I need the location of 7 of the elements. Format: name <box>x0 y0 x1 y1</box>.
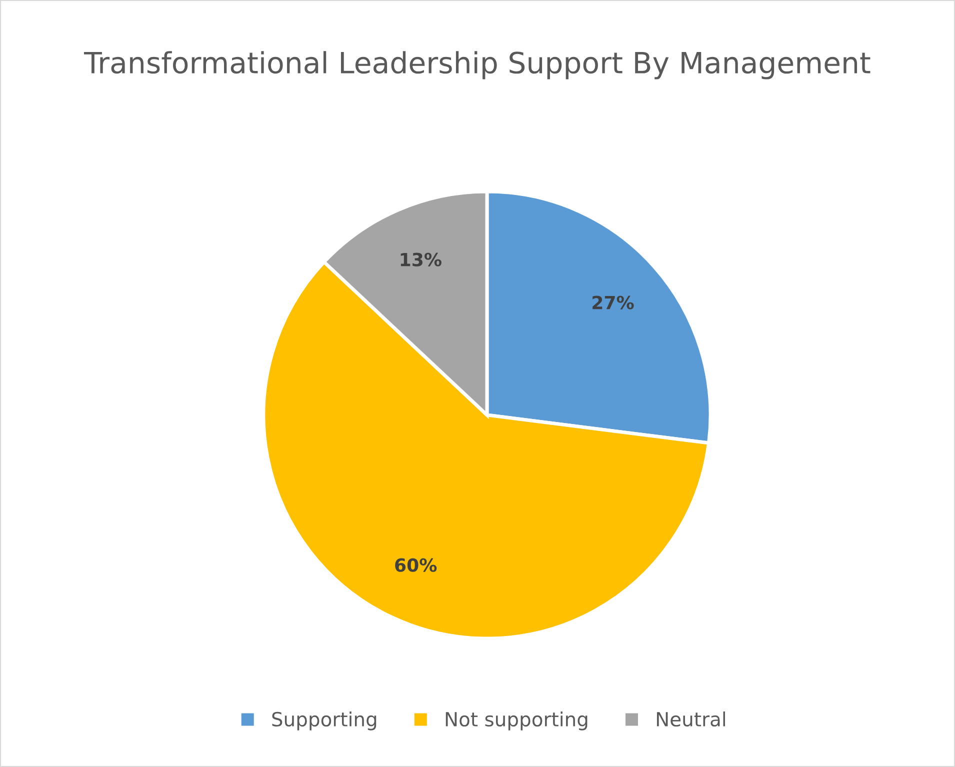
data-label: 27% <box>592 296 634 310</box>
chart-title: Transformational Leadership Support By Management <box>84 51 870 80</box>
legend-label: Not supporting <box>446 712 588 730</box>
legend-label: Supporting <box>272 712 376 730</box>
data-label: 60% <box>395 558 437 572</box>
data-label: 13% <box>400 252 442 266</box>
legend-label: Neutral <box>656 712 726 727</box>
